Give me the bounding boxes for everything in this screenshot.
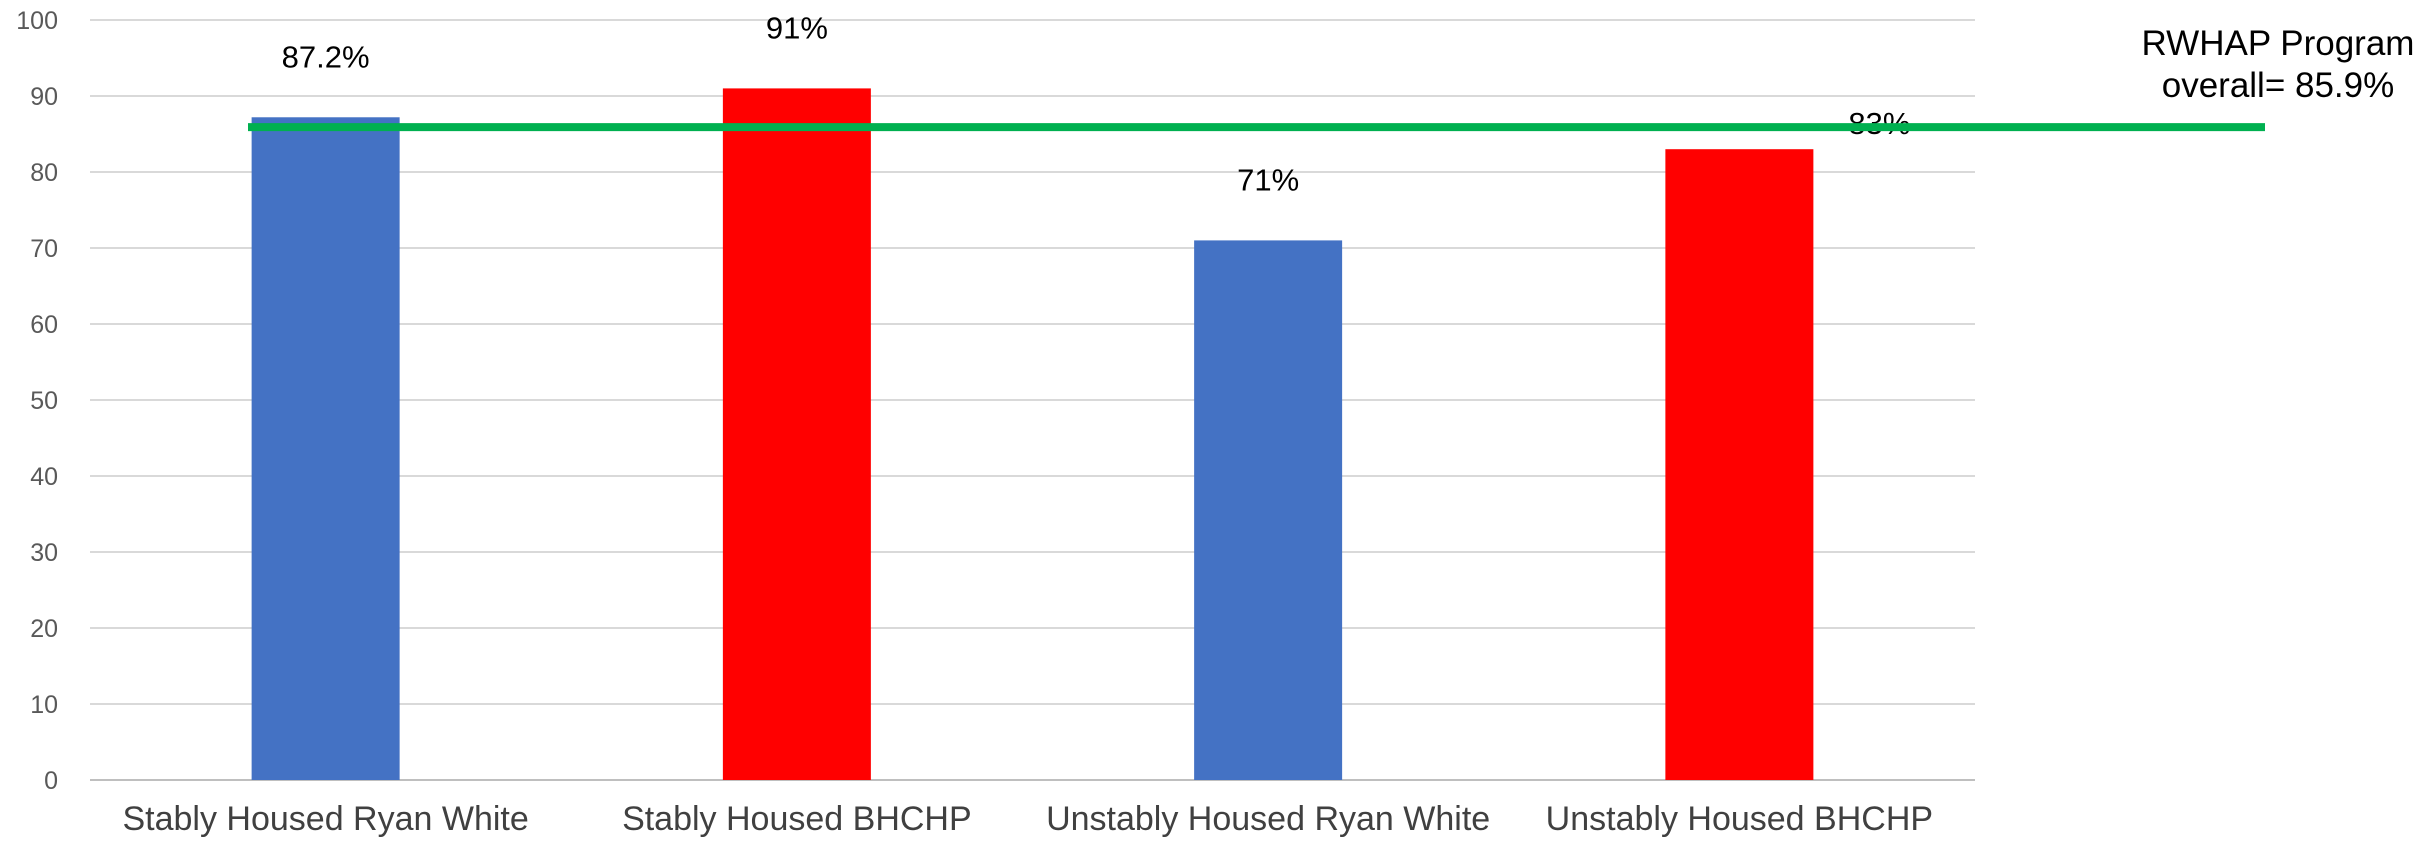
data-label: 87.2% <box>282 39 370 74</box>
category-label: Stably Housed BHCHP <box>622 800 972 838</box>
category-label: Stably Housed Ryan White <box>122 800 528 838</box>
reference-line-label: overall= 85.9% <box>2162 66 2395 105</box>
category-label: Unstably Housed Ryan White <box>1046 800 1490 838</box>
bar <box>722 88 871 780</box>
bar <box>1194 240 1343 780</box>
y-tick-label: 10 <box>30 691 58 719</box>
y-tick-label: 40 <box>30 463 58 491</box>
reference-line-label: RWHAP Program <box>2142 24 2415 63</box>
y-tick-label: 100 <box>16 7 58 35</box>
y-tick-label: 30 <box>30 539 58 567</box>
category-label: Unstably Housed BHCHP <box>1546 800 1933 838</box>
y-tick-label: 90 <box>30 83 58 111</box>
bars <box>251 88 1814 780</box>
y-tick-label: 0 <box>44 767 58 795</box>
data-labels: 87.2%91%71%83% <box>282 10 1911 197</box>
y-tick-label: 80 <box>30 159 58 187</box>
bar <box>251 117 400 780</box>
category-labels: Stably Housed Ryan White Stably Housed BH… <box>122 800 1933 838</box>
y-tick-label: 50 <box>30 387 58 415</box>
gridlines <box>90 19 1975 781</box>
bar <box>1665 149 1814 780</box>
y-tick-label: 60 <box>30 311 58 339</box>
data-label: 91% <box>766 10 828 45</box>
data-label: 71% <box>1237 162 1299 197</box>
y-tick-label: 70 <box>30 235 58 263</box>
y-axis-ticks: 0 10 20 30 40 50 60 70 80 90 100 <box>16 7 58 795</box>
y-tick-label: 20 <box>30 615 58 643</box>
